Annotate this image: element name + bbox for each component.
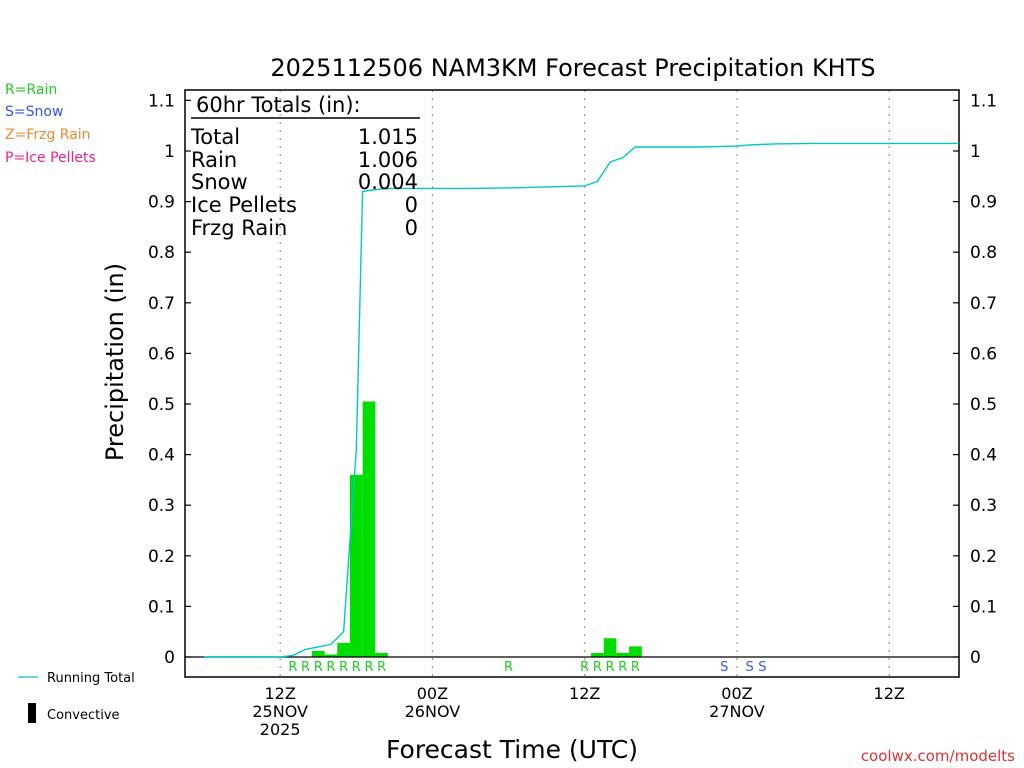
ptype-marker: R <box>606 660 615 675</box>
totals-value-snow: 0.004 <box>358 170 418 194</box>
convective-legend-label: Convective <box>47 708 120 723</box>
x-tick-label: 12Z <box>264 684 295 703</box>
totals-value-frzg-rain: 0 <box>405 216 418 240</box>
ptype-marker: S <box>746 660 754 675</box>
precip-bar <box>616 652 630 657</box>
x-tick-label: 2025 <box>260 720 301 739</box>
x-tick-label: 12Z <box>569 684 600 703</box>
ptype-marker: R <box>288 660 297 675</box>
ptype-marker: R <box>593 660 602 675</box>
ptype-marker: R <box>618 660 627 675</box>
y-axis-label: Precipitation (in) <box>101 263 129 461</box>
running-total-line <box>204 142 959 658</box>
plot-frame <box>184 89 960 678</box>
totals-heading: 60hr Totals (in): <box>196 93 361 117</box>
x-tick-label: 27NOV <box>709 702 765 721</box>
x-tick-label: 26NOV <box>405 702 461 721</box>
y-tick-label: 0 <box>164 648 175 668</box>
legend-rain: R=Rain <box>5 82 58 98</box>
ptype-marker: R <box>504 660 513 675</box>
running-total-legend-label: Running Total <box>47 671 135 686</box>
y-tick-label: 0.6 <box>148 344 175 364</box>
x-tick-label: 00Z <box>417 684 448 703</box>
y-tick-label-right: 0.1 <box>970 597 997 617</box>
y-tick-label-right: 0 <box>970 648 981 668</box>
ptype-marker: R <box>301 660 310 675</box>
y-tick-label-right: 1.1 <box>970 91 997 111</box>
convective-swatch <box>28 703 36 723</box>
y-tick-label-right: 0.2 <box>970 547 997 567</box>
totals-label-snow: Snow <box>191 170 248 194</box>
y-tick-label: 0.4 <box>148 446 175 466</box>
y-tick-label: 0.8 <box>148 243 175 263</box>
series-legend: Running Total Convective <box>18 671 135 723</box>
totals-box: 60hr Totals (in): Total 1.015 Rain 1.006… <box>190 93 420 240</box>
ptype-marker: S <box>720 660 728 675</box>
x-axis-label: Forecast Time (UTC) <box>386 735 638 764</box>
y-tick-label-right: 0.7 <box>970 294 997 314</box>
x-tick-label: 25NOV <box>252 702 308 721</box>
ptype-marker: R <box>631 660 640 675</box>
y-tick-label: 0.5 <box>148 395 175 415</box>
y-tick-label-right: 0.4 <box>970 446 997 466</box>
precip-bar <box>603 638 617 657</box>
precip-bars <box>311 401 642 657</box>
precip-bar <box>362 401 376 657</box>
precip-bar <box>629 646 642 657</box>
totals-value-rain: 1.006 <box>358 148 418 172</box>
y-tick-label: 0.2 <box>148 547 175 567</box>
totals-value-ice-pellets: 0 <box>405 193 418 217</box>
running-total-layer <box>204 142 959 658</box>
grid <box>279 90 890 677</box>
precip-bar <box>324 654 338 657</box>
precip-bar <box>311 650 325 657</box>
totals-label-rain: Rain <box>191 148 237 172</box>
x-tick-label: 12Z <box>874 684 905 703</box>
y-tick-label: 0.7 <box>148 294 175 314</box>
y-tick-label-right: 0.5 <box>970 395 997 415</box>
y-tick-label-right: 0.8 <box>970 243 997 263</box>
ptype-marker: R <box>314 660 323 675</box>
legend-ice-pellets: P=Ice Pellets <box>5 150 96 166</box>
ptype-marker: R <box>377 660 386 675</box>
site-credit: coolwx.com/modelts <box>861 747 1015 765</box>
precip-bar <box>375 652 389 657</box>
ptype-marker: R <box>326 660 335 675</box>
totals-value-total: 1.015 <box>358 125 418 149</box>
ptype-marker: R <box>364 660 373 675</box>
y-tick-label-right: 0.9 <box>970 193 997 213</box>
legend-snow: S=Snow <box>5 104 64 120</box>
y-tick-label: 0.9 <box>148 193 175 213</box>
precip-bar <box>337 642 350 657</box>
ptype-marker: R <box>339 660 348 675</box>
x-tick-label: 00Z <box>721 684 752 703</box>
y-tick-label: 0.3 <box>148 496 175 516</box>
totals-label-ice-pellets: Ice Pellets <box>191 193 297 217</box>
ptype-marker: S <box>758 660 766 675</box>
y-tick-label: 0.1 <box>148 597 175 617</box>
chart-title: 2025112506 NAM3KM Forecast Precipitation… <box>270 54 875 82</box>
y-tick-label-right: 1 <box>970 142 981 162</box>
y-axis: 0 00.1 0.10.2 0.20.3 0.30.4 0.40.5 0.50.6 0.60.… <box>148 91 997 668</box>
y-tick-label: 1 <box>164 142 175 162</box>
totals-label-total: Total <box>190 125 240 149</box>
ptype-marker: R <box>580 660 589 675</box>
precip-bar <box>349 474 363 657</box>
legend-frzg-rain: Z=Frzg Rain <box>5 127 91 143</box>
y-tick-label: 1.1 <box>148 91 175 111</box>
totals-label-frzg-rain: Frzg Rain <box>191 216 287 240</box>
y-tick-label-right: 0.3 <box>970 496 997 516</box>
ptype-marker: R <box>352 660 361 675</box>
precip-bar <box>591 652 604 657</box>
y-tick-label-right: 0.6 <box>970 344 997 364</box>
